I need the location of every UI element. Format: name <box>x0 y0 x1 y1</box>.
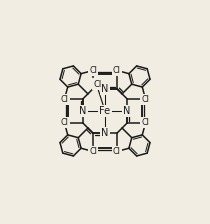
Text: N: N <box>79 106 87 116</box>
Text: Cl: Cl <box>142 118 150 127</box>
Text: Cl: Cl <box>60 118 68 127</box>
Text: Cl: Cl <box>113 147 121 156</box>
Text: Cl: Cl <box>89 66 97 75</box>
Text: Cl: Cl <box>142 95 150 104</box>
Text: Fe: Fe <box>100 106 110 116</box>
Text: N: N <box>101 84 109 94</box>
Text: Cl: Cl <box>60 95 68 104</box>
Text: Cl: Cl <box>89 147 97 156</box>
Text: N: N <box>101 128 109 138</box>
Text: Cl: Cl <box>93 80 101 88</box>
Text: N: N <box>123 106 131 116</box>
Text: Cl: Cl <box>113 66 121 75</box>
